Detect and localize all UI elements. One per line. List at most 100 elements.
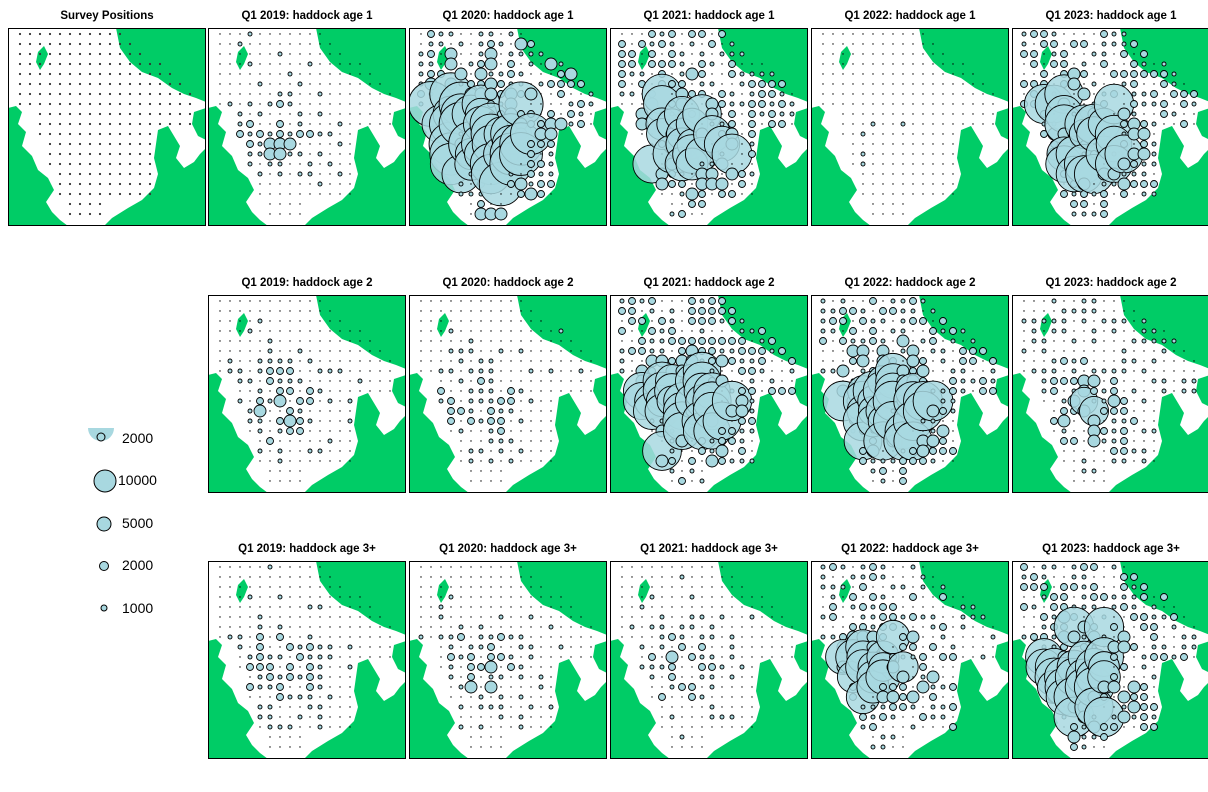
- catch-bubble: [649, 624, 655, 630]
- catch-bubble: [949, 703, 957, 711]
- catch-bubble: [277, 91, 283, 97]
- survey-station: [98, 202, 102, 206]
- catch-bubble: [547, 180, 555, 188]
- catch-bubble: [862, 103, 864, 105]
- catch-bubble: [470, 300, 472, 302]
- catch-bubble: [781, 626, 783, 628]
- catch-bubble: [711, 696, 713, 698]
- survey-station: [88, 212, 92, 216]
- catch-bubble: [548, 368, 554, 374]
- catch-bubble: [939, 653, 947, 661]
- catch-bubble: [909, 457, 917, 465]
- catch-bubble: [1073, 596, 1075, 598]
- catch-bubble: [500, 606, 502, 608]
- catch-bubble: [438, 368, 444, 374]
- catch-bubble: [279, 83, 281, 85]
- catch-bubble: [480, 596, 482, 598]
- catch-bubble: [460, 616, 462, 618]
- catch-bubble: [648, 60, 656, 68]
- catch-bubble: [500, 460, 502, 462]
- catch-bubble: [219, 310, 221, 312]
- survey-station: [188, 122, 192, 126]
- catch-bubble: [829, 603, 837, 611]
- catch-bubble: [749, 378, 755, 384]
- catch-bubble: [880, 594, 886, 600]
- catch-bubble: [307, 694, 313, 700]
- catch-bubble: [299, 626, 301, 628]
- catch-bubble: [327, 161, 333, 167]
- catch-bubble: [267, 684, 273, 690]
- catch-bubble: [852, 63, 854, 65]
- catch-bubble: [1141, 448, 1147, 454]
- catch-bubble: [309, 123, 311, 125]
- catch-bubble: [741, 696, 743, 698]
- catch-bubble: [478, 388, 484, 394]
- catch-bubble: [618, 80, 626, 88]
- catch-bubble: [440, 340, 442, 342]
- catch-bubble: [721, 646, 723, 648]
- catch-bubble: [349, 133, 351, 135]
- catch-bubble: [902, 83, 904, 85]
- catch-bubble: [329, 676, 331, 678]
- catch-bubble: [890, 328, 896, 334]
- catch-bubble: [450, 626, 452, 628]
- catch-bubble: [701, 213, 703, 215]
- catch-bubble: [540, 153, 542, 155]
- catch-bubble: [500, 330, 502, 332]
- catch-bubble: [701, 686, 703, 688]
- catch-bubble: [902, 43, 904, 45]
- catch-bubble: [1153, 390, 1155, 392]
- catch-bubble: [257, 358, 263, 364]
- catch-bubble: [729, 458, 735, 464]
- catch-bubble: [470, 696, 472, 698]
- catch-bubble: [1113, 300, 1115, 302]
- catch-bubble: [749, 614, 755, 620]
- catch-bubble: [418, 634, 424, 640]
- catch-bubble: [902, 53, 904, 55]
- catch-bubble: [279, 300, 281, 302]
- catch-bubble: [1193, 370, 1195, 372]
- catch-bubble: [912, 53, 914, 55]
- catch-bubble: [249, 626, 251, 628]
- catch-bubble: [430, 360, 432, 362]
- catch-bubble: [297, 171, 303, 177]
- catch-bubble: [1050, 60, 1058, 68]
- catch-bubble: [309, 596, 311, 598]
- catch-bubble: [276, 633, 284, 641]
- catch-bubble: [725, 167, 739, 181]
- catch-bubble: [500, 340, 502, 342]
- catch-bubble: [319, 400, 321, 402]
- catch-bubble: [840, 584, 846, 590]
- survey-station: [108, 92, 112, 96]
- catch-bubble: [649, 664, 655, 670]
- catch-bubble: [276, 683, 284, 691]
- catch-bubble: [257, 714, 263, 720]
- catch-bubble: [510, 320, 512, 322]
- catch-bubble: [219, 360, 221, 362]
- catch-bubble: [731, 616, 733, 618]
- catch-bubble: [560, 636, 562, 638]
- catch-bubble: [932, 133, 934, 135]
- catch-bubble: [849, 593, 857, 601]
- catch-bubble: [892, 480, 894, 482]
- catch-bubble: [1060, 593, 1068, 601]
- catch-bubble: [1123, 93, 1125, 95]
- survey-station: [98, 42, 102, 46]
- catch-bubble: [588, 101, 594, 107]
- catch-bubble: [618, 60, 626, 68]
- catch-bubble: [448, 368, 454, 374]
- catch-bubble: [721, 696, 723, 698]
- catch-bubble: [389, 103, 391, 105]
- catch-bubble: [500, 596, 502, 598]
- catch-bubble: [560, 616, 562, 618]
- catch-bubble: [329, 390, 331, 392]
- catch-bubble: [748, 150, 756, 158]
- catch-bubble: [882, 586, 884, 588]
- catch-bubble: [550, 330, 552, 332]
- catch-bubble: [1050, 387, 1058, 395]
- catch-bubble: [530, 430, 532, 432]
- catch-bubble: [658, 60, 666, 68]
- catch-bubble: [309, 410, 311, 412]
- catch-bubble: [266, 377, 274, 385]
- catch-bubble: [480, 736, 482, 738]
